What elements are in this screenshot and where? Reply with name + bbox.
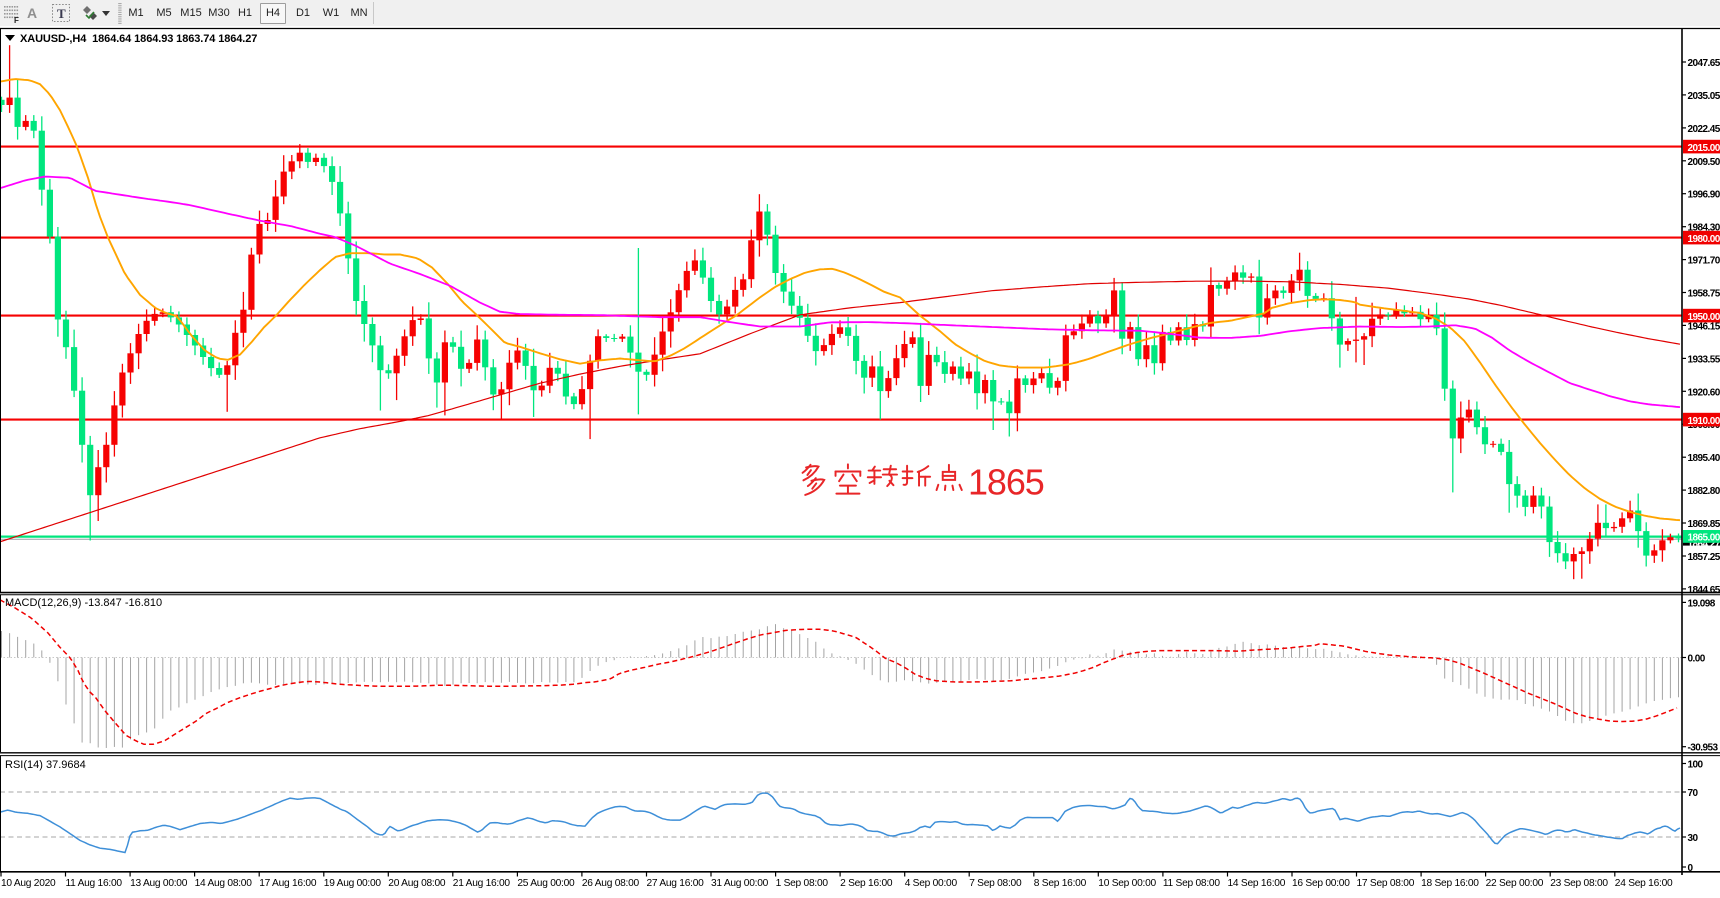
svg-text:1895.40: 1895.40: [1688, 453, 1720, 464]
svg-text:14 Aug 08:00: 14 Aug 08:00: [195, 878, 253, 889]
svg-text:2015.00: 2015.00: [1688, 143, 1720, 154]
svg-text:0.00: 0.00: [1688, 654, 1706, 665]
svg-text:1971.70: 1971.70: [1688, 256, 1720, 267]
svg-text:27 Aug 16:00: 27 Aug 16:00: [647, 878, 705, 889]
svg-text:19.098: 19.098: [1688, 598, 1716, 609]
svg-text:1920.60: 1920.60: [1688, 387, 1720, 398]
svg-text:1910.00: 1910.00: [1688, 416, 1720, 427]
svg-text:T: T: [57, 6, 66, 21]
svg-text:16 Sep 00:00: 16 Sep 00:00: [1292, 878, 1350, 889]
svg-text:1882.80: 1882.80: [1688, 486, 1720, 497]
svg-text:1865: 1865: [968, 462, 1044, 503]
svg-text:2035.05: 2035.05: [1688, 91, 1720, 102]
svg-text:11 Aug 16:00: 11 Aug 16:00: [66, 878, 123, 889]
svg-text:2009.50: 2009.50: [1688, 157, 1720, 168]
svg-text:1869.85: 1869.85: [1688, 519, 1720, 530]
svg-text:10 Sep 00:00: 10 Sep 00:00: [1098, 878, 1156, 889]
svg-text:1958.75: 1958.75: [1688, 289, 1720, 300]
svg-text:25 Aug 00:00: 25 Aug 00:00: [517, 878, 575, 889]
svg-text:1980.00: 1980.00: [1688, 234, 1720, 245]
svg-text:13 Aug 00:00: 13 Aug 00:00: [130, 878, 188, 889]
svg-text:30: 30: [1688, 833, 1699, 844]
svg-text:RSI(14) 37.9684: RSI(14) 37.9684: [5, 759, 86, 771]
svg-text:17 Sep 08:00: 17 Sep 08:00: [1357, 878, 1415, 889]
svg-text:1 Sep 08:00: 1 Sep 08:00: [776, 878, 829, 889]
svg-text:24 Sep 16:00: 24 Sep 16:00: [1615, 878, 1673, 889]
svg-text:18 Sep 16:00: 18 Sep 16:00: [1421, 878, 1479, 889]
svg-text:22 Sep 00:00: 22 Sep 00:00: [1486, 878, 1544, 889]
svg-text:1950.00: 1950.00: [1688, 312, 1720, 323]
svg-text:4 Sep 00:00: 4 Sep 00:00: [905, 878, 958, 889]
svg-text:-30.953: -30.953: [1688, 743, 1719, 754]
svg-text:F: F: [14, 16, 19, 24]
svg-text:11 Sep 08:00: 11 Sep 08:00: [1163, 878, 1220, 889]
svg-text:2 Sep 16:00: 2 Sep 16:00: [840, 878, 893, 889]
svg-text:1946.15: 1946.15: [1688, 321, 1720, 332]
svg-text:26 Aug 08:00: 26 Aug 08:00: [582, 878, 640, 889]
svg-text:7 Sep 08:00: 7 Sep 08:00: [969, 878, 1022, 889]
svg-text:8 Sep 16:00: 8 Sep 16:00: [1034, 878, 1087, 889]
svg-text:1865.00: 1865.00: [1688, 533, 1720, 544]
svg-text:23 Sep 08:00: 23 Sep 08:00: [1550, 878, 1608, 889]
svg-text:2047.65: 2047.65: [1688, 58, 1720, 69]
svg-text:21 Aug 16:00: 21 Aug 16:00: [453, 878, 511, 889]
svg-text:14 Sep 16:00: 14 Sep 16:00: [1228, 878, 1286, 889]
svg-text:10 Aug 2020: 10 Aug 2020: [1, 878, 56, 889]
svg-text:MACD(12,26,9) -13.847 -16.810: MACD(12,26,9) -13.847 -16.810: [5, 597, 162, 609]
svg-text:2022.45: 2022.45: [1688, 124, 1720, 135]
svg-text:19 Aug 00:00: 19 Aug 00:00: [324, 878, 382, 889]
svg-text:1996.90: 1996.90: [1688, 190, 1720, 201]
svg-text:31 Aug 00:00: 31 Aug 00:00: [711, 878, 769, 889]
svg-text:70: 70: [1688, 788, 1699, 799]
svg-text:1844.65: 1844.65: [1688, 585, 1720, 596]
svg-text:100: 100: [1688, 760, 1704, 771]
svg-text:17 Aug 16:00: 17 Aug 16:00: [259, 878, 317, 889]
svg-text:XAUUSD-,H4 1864.64 1864.93 18: XAUUSD-,H4 1864.64 1864.93 1863.74 1864.…: [20, 33, 257, 45]
svg-text:1933.55: 1933.55: [1688, 354, 1720, 365]
svg-text:1857.25: 1857.25: [1688, 552, 1720, 563]
svg-text:20 Aug 08:00: 20 Aug 08:00: [388, 878, 446, 889]
